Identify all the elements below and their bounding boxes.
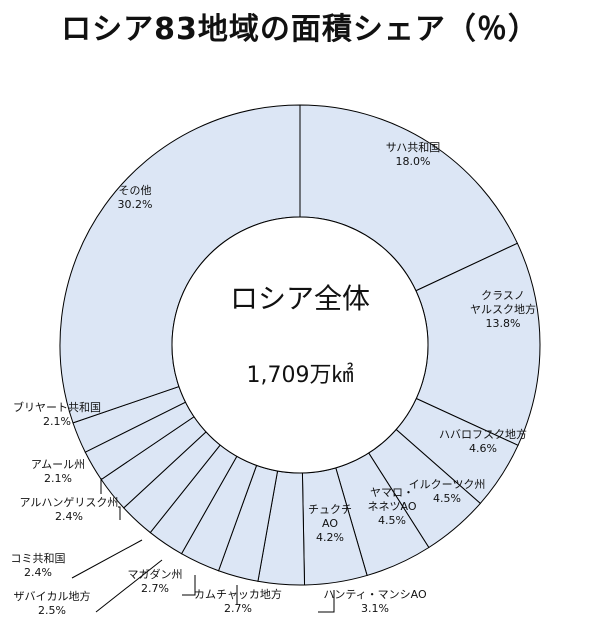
- donut-hole: [171, 216, 429, 474]
- leader-line: [71, 539, 143, 579]
- chart-title: ロシア83地域の面積シェア（％）: [61, 12, 539, 47]
- slice-label: ハバロフスク地方: [439, 427, 527, 441]
- slice-value-label: 30.2%: [118, 198, 153, 211]
- center-label: ロシア全体: [230, 282, 370, 315]
- slice-value-label: 2.7%: [224, 602, 252, 615]
- slice-label: マガダン州: [128, 567, 183, 581]
- leader-line: [118, 506, 121, 520]
- leader-line: [95, 559, 163, 613]
- slice-value-label: 2.5%: [38, 604, 66, 617]
- slice-label: アルハンゲリスク州: [20, 496, 119, 509]
- slice-label: サハ共和国: [386, 141, 441, 154]
- slice-value-label: 4.2%: [316, 531, 344, 544]
- slice-label: その他: [119, 184, 152, 197]
- slice-label: AO: [322, 517, 338, 530]
- leader-line: [318, 590, 335, 613]
- slice-label: ヤルスク地方: [470, 302, 536, 316]
- slice-label: アムール州: [31, 458, 85, 471]
- slice-value-label: 4.5%: [433, 492, 461, 505]
- slice-value-label: 13.8%: [486, 317, 521, 330]
- slice-label: ザバイカル地方: [14, 589, 91, 603]
- slice-label: クラスノ: [481, 289, 525, 302]
- slice-label: コミ共和国: [11, 552, 66, 565]
- center-value: 1,709万㎢: [247, 362, 354, 388]
- slice-value-label: 3.1%: [361, 602, 389, 615]
- slice-value-label: 2.1%: [43, 415, 71, 428]
- slice-value-label: 2.4%: [55, 510, 83, 523]
- slice-label: ハンティ・マンシAO: [323, 588, 427, 601]
- slice-value-label: 4.6%: [469, 442, 497, 455]
- slice-value-label: 18.0%: [396, 155, 431, 168]
- slice-label: ヤマロ・: [370, 486, 414, 499]
- slice-value-label: 4.5%: [378, 514, 406, 527]
- slice-label: カムチャッカ地方: [194, 587, 282, 601]
- slice-label: ネネツAO: [368, 500, 417, 513]
- leader-line: [182, 575, 196, 596]
- slice-value-label: 2.4%: [24, 566, 52, 579]
- slice-value-label: 2.1%: [44, 472, 72, 485]
- slice-label: イルクーツク州: [409, 478, 486, 491]
- slice-label: ブリヤート共和国: [13, 400, 101, 414]
- slice-value-label: 2.7%: [141, 582, 169, 595]
- slice-label: チュクチ: [308, 503, 352, 516]
